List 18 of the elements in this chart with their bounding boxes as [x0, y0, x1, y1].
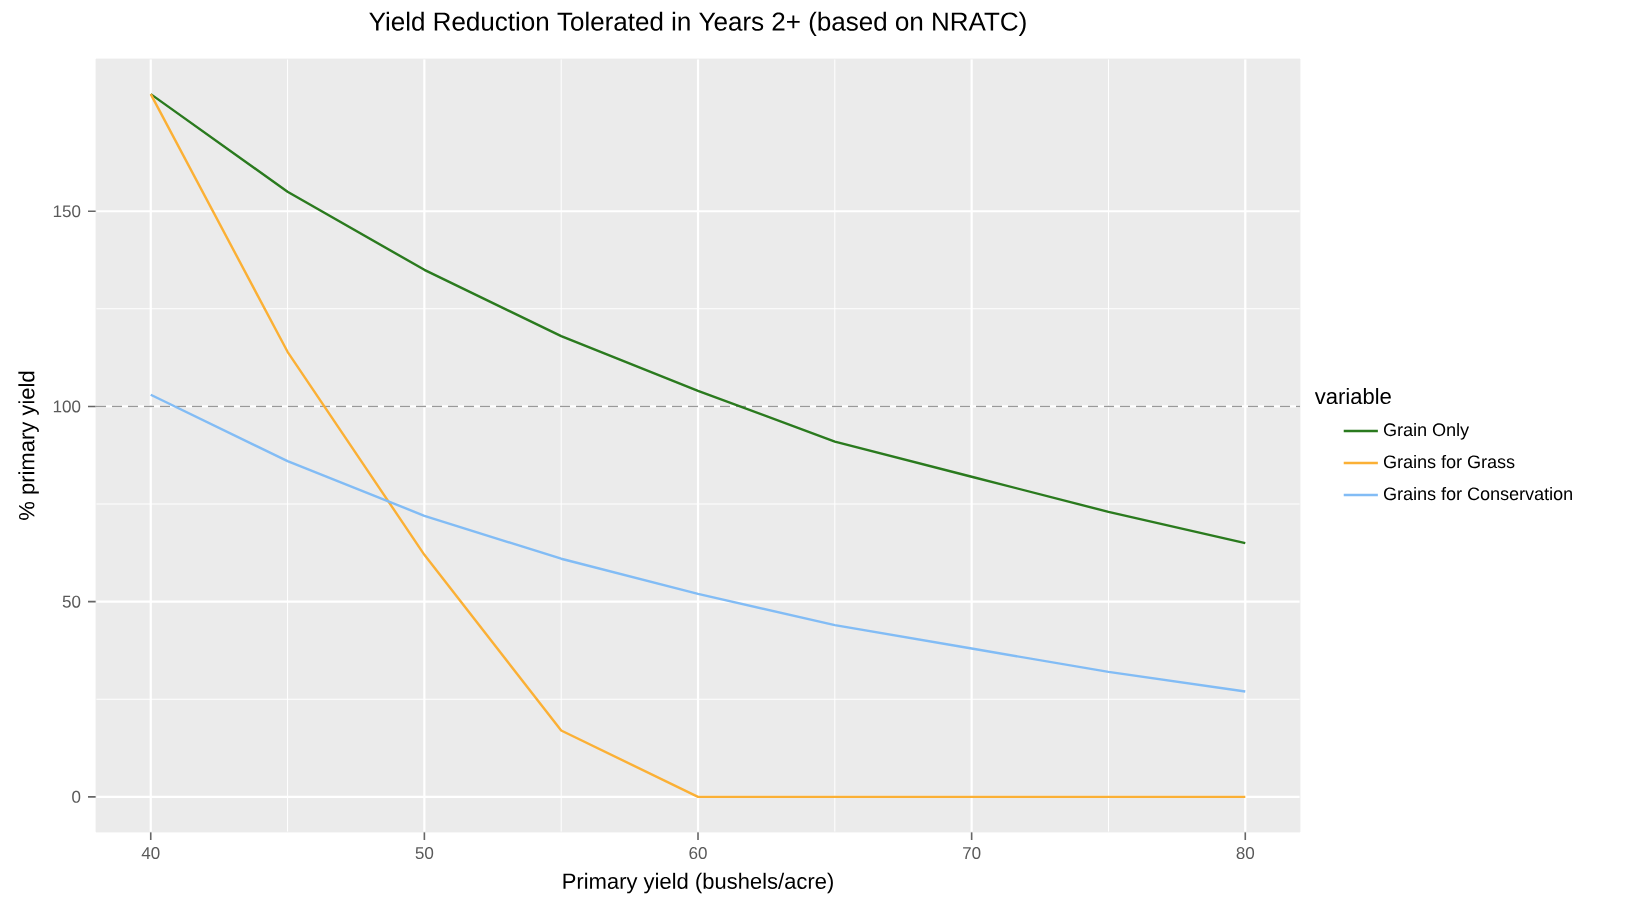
legend-title: variable [1314, 387, 1391, 405]
x-axis-title: Primary yield (bushels/acre) [563, 872, 833, 894]
x-tick-label: 40 [141, 847, 160, 860]
y-tick-label: 150 [53, 205, 81, 218]
line-series [149, 393, 1247, 693]
x-tick-label: 80 [1236, 847, 1255, 860]
x-tick-label: 60 [689, 847, 707, 860]
chart-title: Yield Reduction Tolerated in Years 2+ (based on NRATC) [369, 11, 1026, 36]
y-tick-label: 0 [72, 790, 81, 803]
legend-label: Grains for Grass [1383, 454, 1515, 469]
x-tick-label: 70 [963, 847, 981, 860]
legend-label: Grain Only [1383, 422, 1470, 440]
legend-label: Grains for Conservation [1383, 486, 1572, 501]
y-tick-label: 100 [53, 400, 81, 413]
x-tick-label: 50 [415, 847, 434, 860]
line-series [149, 92, 1247, 545]
y-tick-label: 50 [62, 595, 81, 608]
y-axis-title: % primary yield [18, 371, 39, 520]
